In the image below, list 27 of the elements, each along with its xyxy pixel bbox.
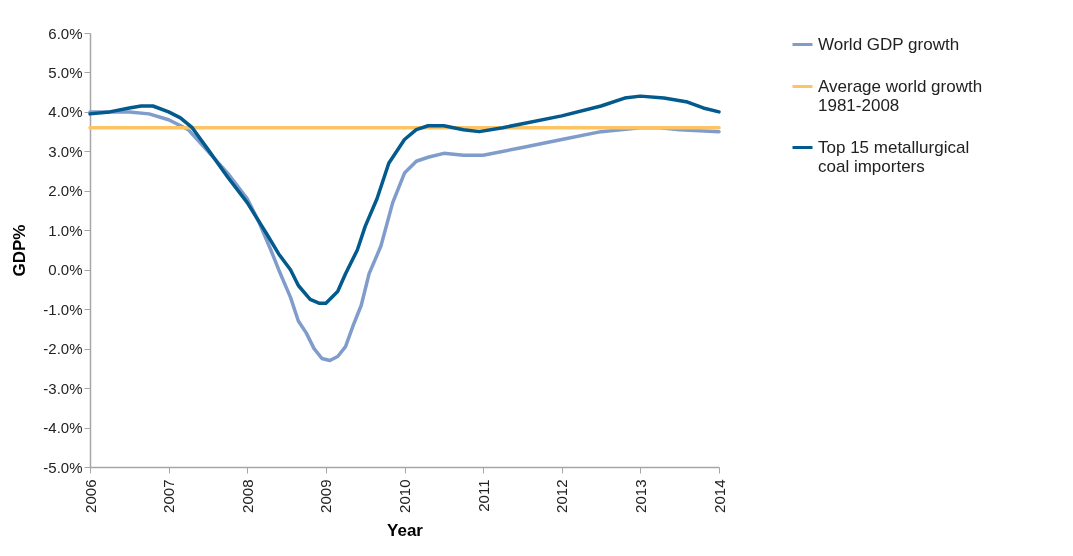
x-tick-label: 2011 [474,479,492,512]
x-tick-label: 2014 [710,479,728,513]
x-axis-title: Year [387,520,424,540]
y-tick-label: -5.0% [43,458,83,476]
line-series [88,94,721,306]
y-tick-label: 6.0% [48,24,83,42]
y-tick-label: -2.0% [43,340,83,358]
y-tick-label: -4.0% [43,419,83,437]
x-tick-label: 2010 [396,479,413,513]
x-tick-label: 2013 [631,479,649,513]
x-tick-label: 2012 [553,479,571,513]
legend-label: Top 15 metallurgical coal importers [818,137,970,176]
y-axis-title: GDP% [10,224,30,277]
y-tick-label: 0.0% [48,261,83,279]
y-tick-label: 1.0% [48,221,83,239]
legend-label: World GDP growth [818,34,960,54]
x-tick-label: 2008 [238,479,256,513]
y-tick-label: 5.0% [48,63,83,81]
y-tick-label: 4.0% [48,103,83,121]
x-tick-label: 2007 [160,479,178,513]
y-tick-label: -1.0% [43,300,83,318]
x-tick-label: 2006 [81,479,99,513]
y-tick-label: 2.0% [48,182,83,200]
legend-label: Average world growth 1981-2008 [818,76,983,115]
x-tick-label: 2009 [317,479,335,513]
y-tick-label: -3.0% [43,379,83,397]
y-tick-label: 3.0% [48,142,83,160]
